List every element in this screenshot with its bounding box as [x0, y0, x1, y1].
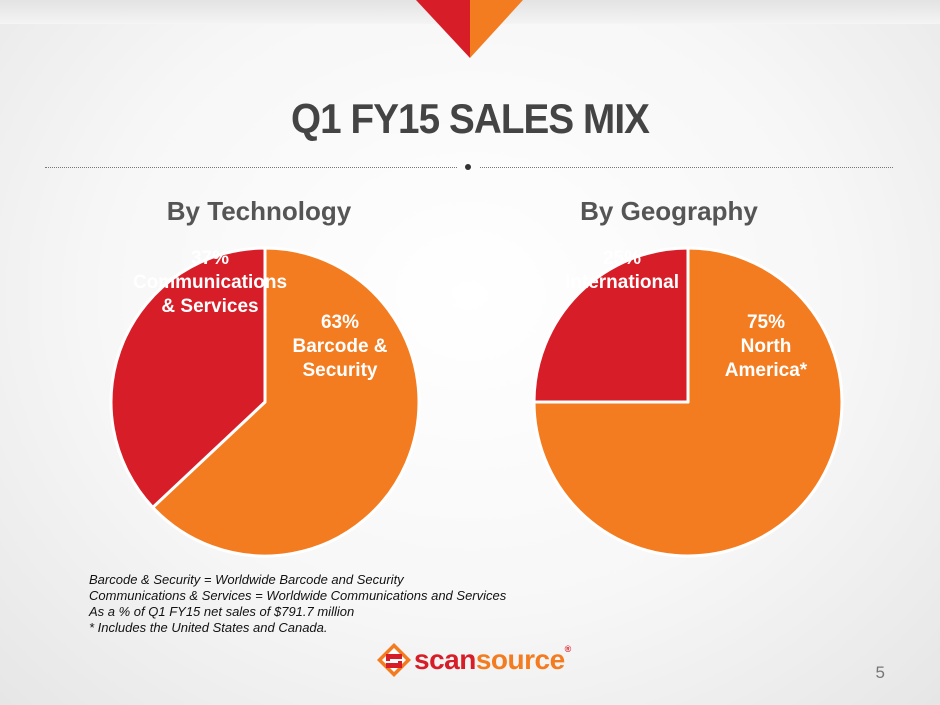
- footnote-1: Barcode & Security = Worldwide Barcode a…: [89, 572, 404, 587]
- logo-mark-icon: [377, 643, 411, 677]
- chart-title-technology: By Technology: [166, 196, 352, 226]
- pie-1-slice-1: [532, 246, 690, 404]
- pie-1: 75% North America* 25% International: [532, 246, 844, 558]
- footnotes: Barcode & Security = Worldwide Barcode a…: [89, 572, 506, 636]
- slide-title: Q1 FY15 SALES MIX: [291, 95, 650, 142]
- pie-0-label-1: 37% Communications & Services: [133, 248, 287, 317]
- chart-title-geography: By Geography: [580, 196, 758, 226]
- footnote-2: Communications & Services = Worldwide Co…: [89, 588, 507, 603]
- divider-left: [45, 167, 457, 168]
- page-number: 5: [875, 663, 885, 682]
- pie-0-label-0: 63% Barcode & Security: [292, 312, 387, 381]
- divider-dot: [465, 164, 471, 170]
- pie-1-label-0: 75% North America*: [725, 312, 808, 381]
- brand-chevron-icon: [416, 0, 523, 58]
- logo-text-scan: scan: [414, 644, 476, 675]
- pie-1-label-1: 25% International: [565, 248, 679, 293]
- footnote-3: As a % of Q1 FY15 net sales of $791.7 mi…: [89, 604, 355, 619]
- logo-wordmark: scansource®: [414, 644, 571, 676]
- footnote-4: * Includes the United States and Canada.: [89, 620, 328, 635]
- pie-0-slice-0: [151, 246, 421, 558]
- logo-text-source: source: [475, 644, 565, 675]
- scansource-logo: scansource®: [376, 640, 576, 680]
- divider-right: [480, 167, 893, 168]
- logo-registered: ®: [564, 644, 572, 654]
- pie-1-slice-0: [532, 246, 844, 558]
- pie-0-slice-1: [109, 246, 267, 509]
